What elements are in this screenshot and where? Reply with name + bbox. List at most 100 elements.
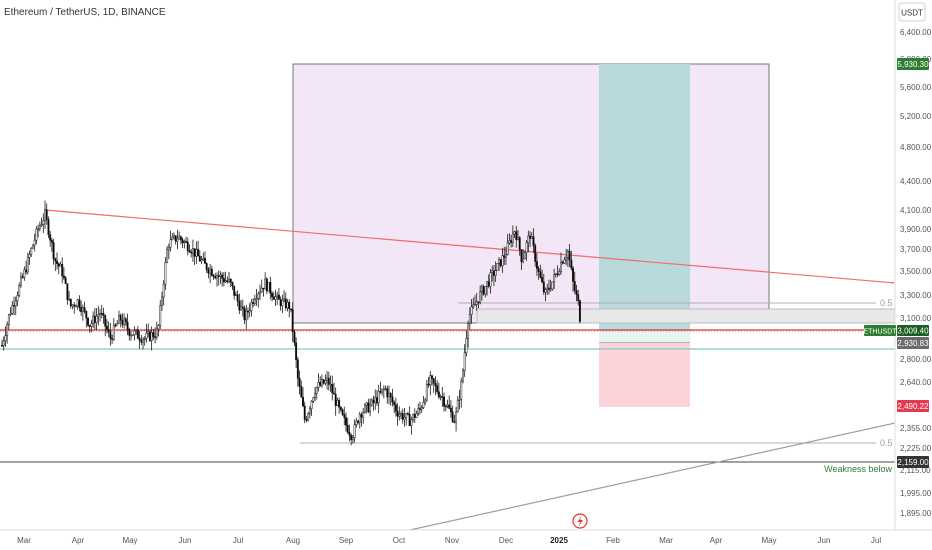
candle-body xyxy=(54,258,57,262)
candle-body xyxy=(546,287,549,290)
candle-body xyxy=(484,286,487,295)
candle-body xyxy=(47,219,50,235)
candle-body xyxy=(453,421,456,423)
candle-body xyxy=(561,261,564,264)
candle-body xyxy=(384,388,387,390)
candle-body xyxy=(69,298,72,307)
candle-body xyxy=(255,298,258,300)
candle-body xyxy=(37,228,40,231)
price-tick-label: 1,995.00 xyxy=(900,489,932,498)
candle-body xyxy=(548,287,550,290)
entry-badge-label: 2,930.83 xyxy=(897,339,929,348)
candle-body xyxy=(214,276,217,279)
candle-body xyxy=(104,315,107,327)
candle-body xyxy=(107,329,110,333)
candle-body xyxy=(319,382,322,386)
candle-body xyxy=(114,324,117,327)
candle-body xyxy=(195,248,198,257)
candle-body xyxy=(558,271,561,275)
time-axis-label: Dec xyxy=(499,536,513,545)
candle-body xyxy=(467,323,470,339)
candle-body xyxy=(229,278,232,283)
candle-body xyxy=(296,359,299,379)
candle-body xyxy=(68,298,71,301)
candle-body xyxy=(365,402,368,406)
candle-body xyxy=(302,396,304,407)
candle-body xyxy=(472,304,475,308)
candle-body xyxy=(133,330,136,336)
candle-body xyxy=(197,248,200,257)
price-tick-label: 3,700.00 xyxy=(900,245,932,254)
candle-body xyxy=(443,396,445,407)
candle-body xyxy=(116,323,119,326)
candle-body xyxy=(240,306,243,311)
candle-body xyxy=(492,270,495,276)
candle-body xyxy=(210,268,213,276)
entry-badge: 2,930.83 xyxy=(897,337,929,349)
candle-body xyxy=(494,270,497,276)
candle-body xyxy=(401,413,404,420)
event-icon[interactable] xyxy=(572,513,588,529)
fib-upper-label: 0.5 xyxy=(880,298,893,308)
candle-body xyxy=(563,259,566,264)
candle-body xyxy=(109,331,112,339)
candle-body xyxy=(346,424,349,433)
price-tick-label: 6,400.00 xyxy=(900,28,932,37)
candle-body xyxy=(105,325,108,330)
candle-body xyxy=(216,275,218,279)
candle-body xyxy=(178,236,181,240)
time-axis-label: Aug xyxy=(286,536,300,545)
candle-body xyxy=(379,391,382,393)
candle-body xyxy=(1,345,3,347)
candle-body xyxy=(136,329,139,339)
time-axis-label: Nov xyxy=(445,536,459,545)
time-axis-label: Feb xyxy=(606,536,620,545)
candle-body xyxy=(577,294,580,301)
candle-body xyxy=(185,241,187,243)
candle-body xyxy=(252,302,255,304)
candle-body xyxy=(381,388,384,393)
candle-body xyxy=(376,397,378,404)
currency-button[interactable]: USDT xyxy=(898,2,926,22)
candle-body xyxy=(422,402,425,408)
candle-body xyxy=(541,276,544,283)
candle-body xyxy=(259,291,261,295)
time-axis-label: Oct xyxy=(393,536,406,545)
candle-body xyxy=(535,261,538,269)
candle-body xyxy=(522,258,525,263)
candle-body xyxy=(312,397,315,402)
fib-lower-label: 0.5 xyxy=(880,438,893,448)
candle-body xyxy=(181,239,184,244)
candle-body xyxy=(78,299,81,308)
candle-body xyxy=(57,263,60,267)
candle-body xyxy=(307,413,310,421)
candle-body xyxy=(35,228,38,241)
candle-body xyxy=(44,209,46,221)
candle-body xyxy=(93,315,96,323)
candle-body xyxy=(520,249,523,263)
candle-body xyxy=(394,404,397,412)
candle-body xyxy=(157,325,160,330)
candle-body xyxy=(7,314,10,325)
candle-body xyxy=(21,276,24,279)
time-axis-label: Sep xyxy=(339,536,354,545)
candle-body xyxy=(374,397,377,403)
candle-body xyxy=(221,274,224,279)
candle-body xyxy=(25,269,28,273)
price-tick-label: 2,640.00 xyxy=(900,378,932,387)
candle-body xyxy=(343,414,346,418)
candle-body xyxy=(320,379,323,386)
candle-body xyxy=(73,304,76,307)
candle-body xyxy=(537,268,540,272)
candle-body xyxy=(18,285,21,296)
candle-body xyxy=(135,329,138,332)
symbol-badge-label: ETHUSDT xyxy=(863,329,897,336)
candle-body xyxy=(427,383,430,386)
candle-body xyxy=(474,304,476,306)
candle-body xyxy=(403,417,406,420)
candle-body xyxy=(369,404,372,413)
candle-body xyxy=(219,274,222,277)
candle-body xyxy=(363,404,366,413)
candle-body xyxy=(410,419,413,427)
